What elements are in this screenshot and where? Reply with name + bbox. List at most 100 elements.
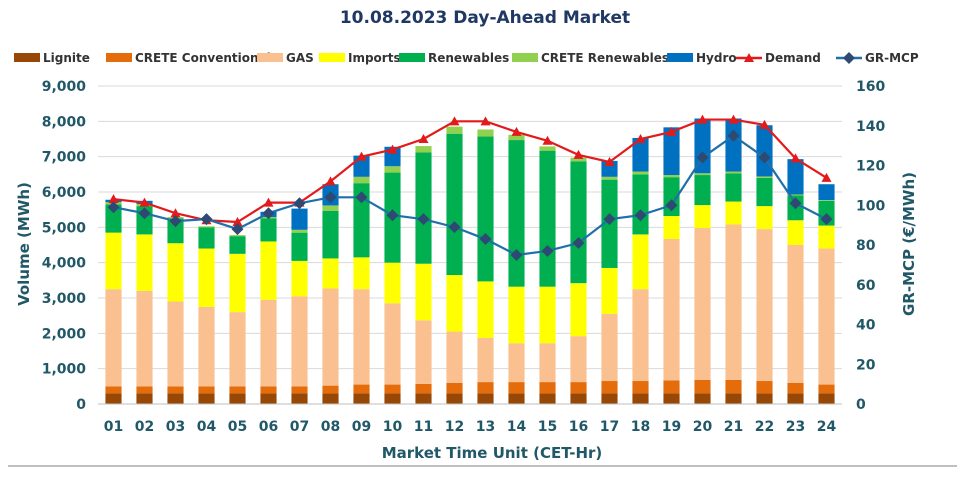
bar-crete-renewables [787, 194, 804, 196]
line-gr-mcp [113, 134, 828, 257]
bar-lignite [601, 393, 618, 404]
bar-crete-renewables [446, 126, 463, 134]
y2-tick-label: 120 [856, 159, 885, 175]
marker-demand [325, 176, 336, 186]
marker-gr-mcp [262, 207, 275, 220]
bar-crete-conventional [229, 386, 246, 394]
y-axis-label: Volume (MWh) [15, 182, 33, 306]
bar-crete-conventional [756, 381, 773, 394]
bar-renewables [198, 227, 215, 249]
bar-lignite [446, 393, 463, 404]
bar-lignite [260, 393, 277, 404]
x-tick-label: 03 [166, 419, 185, 435]
legend-label-crete-conventional: CRETE Conventional [135, 51, 271, 65]
bar-gas [198, 306, 215, 387]
bar-imports [570, 283, 587, 337]
x-tick-label: 16 [569, 419, 588, 435]
x-tick-label: 01 [104, 419, 123, 435]
x-tick-label: 22 [755, 419, 774, 435]
marker-gr-mcp [448, 221, 461, 234]
bar-crete-renewables [632, 171, 649, 175]
series-lines [107, 114, 833, 261]
bar-renewables [167, 218, 184, 244]
bar-crete-renewables [725, 171, 742, 174]
bar-imports [818, 225, 835, 249]
marker-gr-mcp [417, 213, 430, 226]
marker-demand [480, 116, 491, 126]
marker-demand [449, 116, 460, 126]
legend-label-demand: Demand [765, 51, 821, 65]
bar-gas [322, 288, 339, 386]
y2-tick-label: 20 [856, 357, 876, 373]
bar-crete-renewables [508, 134, 525, 141]
bar-lignite [508, 393, 525, 404]
bar-imports [105, 232, 122, 290]
marker-demand [263, 197, 274, 207]
bar-crete-conventional [353, 384, 370, 394]
bar-renewables [508, 140, 525, 287]
bar-crete-renewables [353, 176, 370, 184]
legend-label-hydro: Hydro [696, 51, 737, 65]
bar-gas [539, 343, 556, 383]
bar-crete-renewables [384, 166, 401, 173]
bar-hydro [818, 184, 835, 201]
bar-imports [477, 281, 494, 338]
bar-lignite [756, 393, 773, 404]
chart-title: 10.08.2023 Day-Ahead Market [340, 8, 630, 28]
y-tick-label: 4,000 [42, 256, 87, 272]
bar-renewables [260, 218, 277, 242]
bar-crete-conventional [415, 383, 432, 394]
marker-gr-mcp [138, 207, 151, 220]
bar-crete-conventional [725, 379, 742, 394]
y2-tick-label: 80 [856, 238, 876, 254]
marker-gr-mcp [293, 197, 306, 210]
marker-gr-mcp [107, 201, 120, 214]
bar-gas [632, 289, 649, 382]
bar-crete-conventional [632, 381, 649, 394]
y-tick-label: 6,000 [42, 185, 87, 201]
x-tick-label: 20 [693, 419, 713, 435]
legend: Lignite CRETE Conventional GAS Imports Renew… [14, 51, 919, 65]
legend-marker-demand [744, 53, 754, 62]
bar-crete-renewables [663, 175, 680, 178]
bar-imports [446, 275, 463, 332]
bar-imports [694, 205, 711, 229]
line-demand [113, 118, 828, 224]
marker-demand [790, 153, 801, 163]
bar-hydro [632, 137, 649, 172]
bar-crete-renewables [415, 146, 432, 153]
marker-gr-mcp [200, 213, 213, 226]
marker-demand [418, 134, 429, 143]
gridlines [98, 85, 842, 370]
bar-crete-renewables [756, 176, 773, 178]
legend-label-crete-renewables: CRETE Renewables [541, 51, 669, 65]
bar-imports [663, 216, 680, 239]
marker-gr-mcp [231, 223, 244, 236]
bar-imports [415, 263, 432, 321]
bar-lignite [167, 393, 184, 404]
marker-demand [170, 208, 181, 218]
legend-label-gas: GAS [286, 51, 314, 65]
bar-crete-conventional [818, 384, 835, 394]
y2-tick-label: 0 [856, 397, 866, 413]
bar-crete-renewables [198, 226, 215, 228]
y-axis-left: 0 1,000 2,000 3,000 4,000 5,000 6,000 7,000 8,00… [42, 79, 87, 413]
bar-lignite [353, 393, 370, 404]
bar-lignite [136, 393, 153, 404]
bar-gas [105, 289, 122, 387]
marker-gr-mcp [355, 191, 368, 204]
y2-tick-label: 140 [856, 119, 885, 135]
legend-swatch-crete-conventional [106, 53, 132, 62]
bar-imports [725, 201, 742, 225]
marker-demand [387, 144, 398, 154]
x-tick-label: 02 [135, 419, 154, 435]
bar-imports [508, 286, 525, 344]
y2-tick-label: 60 [856, 278, 876, 294]
bar-crete-renewables [539, 146, 556, 151]
y2-tick-label: 40 [856, 318, 876, 334]
bar-gas [756, 229, 773, 382]
bar-renewables [632, 174, 649, 235]
bar-crete-conventional [539, 382, 556, 394]
marker-demand [542, 135, 553, 145]
bar-imports [601, 267, 618, 314]
